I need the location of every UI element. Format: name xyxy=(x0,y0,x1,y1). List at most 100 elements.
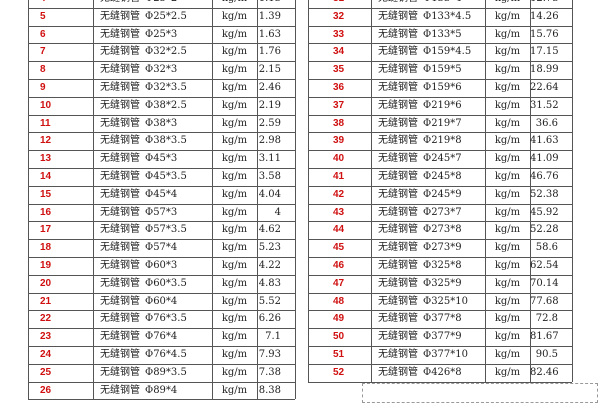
unit: kg/m xyxy=(221,277,248,289)
item-spec: Φ325*10 xyxy=(423,295,469,307)
item-spec: Φ133*4 xyxy=(423,0,462,8)
item-name: 无缝钢管 xyxy=(378,331,418,343)
item-name: 无缝钢管 xyxy=(100,349,140,360)
unit: kg/m xyxy=(494,10,521,22)
weight: 17.15 xyxy=(530,46,559,58)
unit: kg/m xyxy=(221,242,248,254)
unit: kg/m xyxy=(221,64,248,76)
row-number: 49 xyxy=(333,313,345,325)
weight: 5.23 xyxy=(258,242,281,254)
row-number: 20 xyxy=(40,277,52,289)
item-spec: Φ57*4 xyxy=(145,242,178,254)
row-number: 47 xyxy=(333,277,345,289)
row-border xyxy=(308,79,572,80)
item-spec: Φ76*3.5 xyxy=(145,313,187,325)
weight: 2.98 xyxy=(258,135,281,147)
row-border xyxy=(308,292,572,294)
row-number: 24 xyxy=(40,349,52,360)
overlay-box xyxy=(362,383,598,403)
item-spec: Φ89*3.5 xyxy=(145,366,187,378)
row-border xyxy=(28,292,295,294)
row-number: 8 xyxy=(40,64,46,76)
item-name: 无缝钢管 xyxy=(100,28,140,40)
weight: 4 xyxy=(274,206,281,218)
item-name: 无缝钢管 xyxy=(378,295,418,307)
weight: 14.26 xyxy=(530,10,559,22)
column-border xyxy=(572,0,573,382)
row-border xyxy=(28,25,295,27)
item-spec: Φ377*9 xyxy=(423,331,462,343)
weight: 15.76 xyxy=(530,28,559,40)
unit: kg/m xyxy=(221,366,248,378)
unit: kg/m xyxy=(221,384,248,396)
row-border xyxy=(28,61,295,63)
row-number: 46 xyxy=(333,260,345,271)
weight: 46.76 xyxy=(530,171,559,182)
row-number: 44 xyxy=(333,224,345,236)
unit: kg/m xyxy=(221,117,248,129)
item-name: 无缝钢管 xyxy=(378,206,418,218)
item-spec: Φ219*6 xyxy=(423,99,462,111)
weight: 1.39 xyxy=(258,10,281,22)
unit: kg/m xyxy=(212,0,257,8)
row-number: 23 xyxy=(40,331,52,343)
weight: 4.04 xyxy=(258,188,281,200)
item-spec: Φ76*4.5 xyxy=(145,349,187,360)
row-number: 6 xyxy=(40,28,46,40)
row-number: 9 xyxy=(40,82,46,93)
item-spec: Φ60*4 xyxy=(145,295,178,307)
weight: 12.73 xyxy=(530,0,559,8)
row-border xyxy=(308,132,572,134)
row-number: 40 xyxy=(333,153,345,165)
item-spec: Φ325*9 xyxy=(423,277,462,289)
item-spec: Φ219*7 xyxy=(423,117,462,129)
item-name: 无缝钢管 xyxy=(100,64,140,76)
weight: 7.93 xyxy=(258,349,281,360)
item-spec: Φ57*3 xyxy=(145,206,178,218)
item-name: 无缝钢管 xyxy=(378,0,418,8)
item-name: 无缝钢管 xyxy=(100,99,140,111)
item-spec: Φ38*2.5 xyxy=(145,99,187,111)
row-border xyxy=(28,310,295,312)
row-number: 11 xyxy=(40,117,51,129)
row-number: 35 xyxy=(333,64,345,76)
item-spec: Φ89*4 xyxy=(145,384,178,396)
row-number: 12 xyxy=(40,135,52,147)
row-number: 48 xyxy=(333,295,345,307)
unit: kg/m xyxy=(494,64,521,76)
row-border xyxy=(308,221,572,223)
weight: 2.15 xyxy=(258,64,281,76)
row-border xyxy=(308,363,572,365)
weight: 1.76 xyxy=(258,46,281,58)
item-spec: Φ245*7 xyxy=(423,153,462,165)
row-border xyxy=(308,150,572,152)
row-number: 51 xyxy=(333,349,345,360)
row-border xyxy=(28,274,295,276)
item-name: 无缝钢管 xyxy=(378,188,418,200)
item-name: 无缝钢管 xyxy=(100,82,140,93)
item-name: 无缝钢管 xyxy=(100,135,140,147)
unit: kg/m xyxy=(494,260,521,271)
item-name: 无缝钢管 xyxy=(100,224,140,236)
row-number: 38 xyxy=(333,117,345,129)
unit: kg/m xyxy=(221,28,248,40)
row-border xyxy=(308,96,572,98)
unit: kg/m xyxy=(494,153,521,165)
row-number: 13 xyxy=(40,153,52,165)
unit: kg/m xyxy=(221,224,248,236)
unit: kg/m xyxy=(221,99,248,111)
item-spec: Φ133*4.5 xyxy=(423,10,472,22)
weight: 52.38 xyxy=(530,188,559,200)
item-spec: Φ76*4 xyxy=(145,331,178,343)
weight: 58.6 xyxy=(535,242,558,254)
unit: kg/m xyxy=(494,28,521,40)
item-name: 无缝钢管 xyxy=(378,64,418,76)
unit: kg/m xyxy=(494,242,521,254)
item-name: 无缝钢管 xyxy=(378,135,418,147)
row-border xyxy=(28,7,295,9)
weight: 41.09 xyxy=(530,153,559,165)
unit: kg/m xyxy=(221,295,248,307)
weight: 41.63 xyxy=(530,135,559,147)
unit: kg/m xyxy=(494,349,521,360)
